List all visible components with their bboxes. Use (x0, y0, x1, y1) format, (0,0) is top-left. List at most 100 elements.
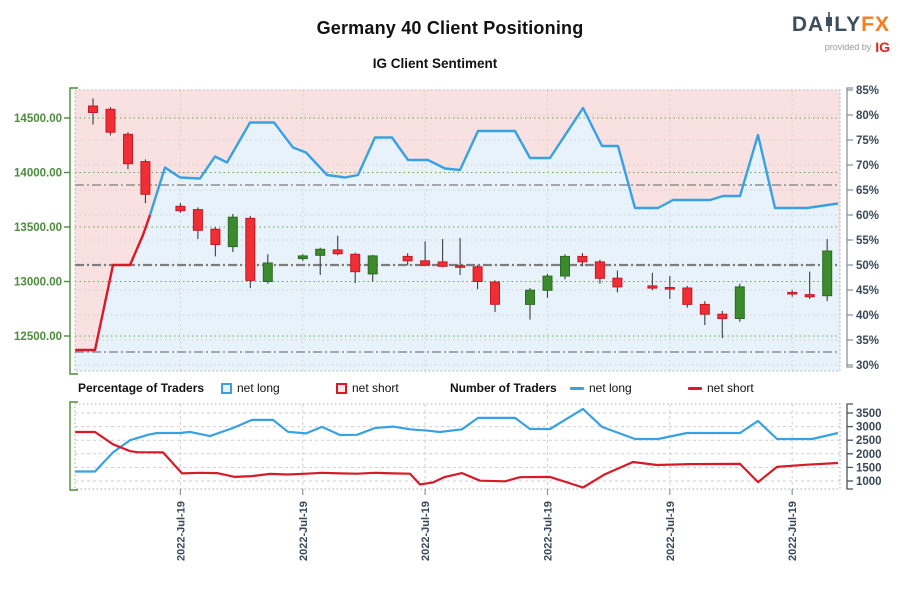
logo-text-fx: FX (861, 12, 890, 36)
candle-body (455, 265, 466, 268)
candle-body (437, 261, 448, 267)
page-title: Germany 40 Client Positioning (316, 18, 584, 38)
price-tick-label: 14000.00 (14, 168, 62, 180)
candle-body (577, 255, 588, 263)
legend-num-net-short: net short (688, 380, 754, 396)
percent-tick-label: 40% (856, 310, 879, 322)
price-tick-label: 12500.00 (14, 331, 62, 343)
percent-tick-label: 75% (856, 135, 879, 147)
price-candles (88, 98, 833, 339)
candle-body (822, 250, 833, 297)
sentiment-line-net-long (148, 106, 839, 216)
candle-body (88, 105, 98, 113)
candle-body (192, 209, 203, 231)
percent-tick-label: 55% (856, 235, 879, 247)
candle-body (647, 285, 658, 289)
candlestick-icon (825, 12, 833, 36)
provided-by-text: provided by (824, 41, 872, 52)
dailyfx-wordmark: DA LY FX (792, 12, 890, 36)
x-axis-label: 2022-Jul-19 (420, 501, 432, 561)
net-short-box-swatch (336, 382, 347, 394)
x-axis-label: 2022-Jul-19 (542, 501, 554, 561)
candle-body (175, 205, 186, 212)
candle-body (612, 277, 623, 288)
candle-body (560, 255, 570, 277)
candle-body (717, 313, 728, 320)
legend-num-header: Number of Traders (450, 381, 557, 395)
candle-body (402, 255, 413, 262)
percent-tick-label: 65% (856, 185, 879, 197)
percent-tick-label: 45% (856, 285, 879, 297)
candle-body (682, 287, 693, 305)
legend-label: net short (707, 381, 754, 395)
percent-axis-right: 85% 80% 75% 70% 65% 60% 55% 50% 45% 40% 35% 30% (846, 85, 879, 372)
percent-tick-label: 35% (856, 335, 879, 347)
candle-body (227, 216, 238, 248)
legend-label: net long (589, 381, 632, 395)
legend-num-net-long: net long (570, 380, 632, 396)
legend-pct-header: Percentage of Traders (78, 381, 205, 395)
logo-text-ly: LY (834, 12, 862, 36)
percent-tick-label: 60% (856, 210, 879, 222)
percent-tick-label: 50% (856, 260, 879, 272)
percent-tick-label: 30% (856, 360, 879, 372)
candle-body (315, 248, 326, 256)
candle-body (525, 289, 535, 305)
candle-body (350, 253, 361, 273)
candle-body (332, 249, 343, 255)
count-tick-label: 1500 (856, 462, 882, 474)
candle-body (594, 261, 605, 279)
x-axis-label: 2022-Jul-19 (665, 501, 677, 561)
candle-body (105, 108, 116, 133)
x-axis-label: 2022-Jul-19 (298, 501, 310, 561)
x-axis-label: 2022-Jul-19 (175, 501, 187, 561)
candle-body (140, 161, 151, 195)
count-tick-label: 3500 (856, 408, 882, 420)
sentiment-line-net-short (75, 214, 152, 352)
price-axis-left: 14500.00 14000.00 13500.00 13000.00 12500.00 (14, 87, 78, 375)
net-long-line-swatch (570, 386, 584, 390)
provided-by-line: provided by IG (792, 40, 890, 54)
count-tick-label: 1000 (856, 476, 882, 488)
x-axis: 2022-Jul-19 2022-Jul-19 2022-Jul-19 2022-Ju… (175, 489, 799, 561)
candle-body (297, 255, 308, 260)
candle-body (490, 281, 500, 305)
candle-body (262, 262, 273, 282)
candle-body (245, 217, 256, 281)
candle-body (787, 291, 798, 295)
candle-body (804, 294, 815, 298)
price-tick-label: 14500.00 (14, 113, 62, 125)
net-short-line-swatch (688, 386, 702, 390)
candle-body (210, 228, 221, 245)
dailyfx-logo: DA LY FX provided by IG (792, 12, 890, 54)
count-tick-label: 3000 (856, 422, 882, 434)
legend-label: net short (352, 381, 399, 395)
candle-body (123, 133, 133, 165)
traders-net-long-line (75, 407, 839, 473)
legend-pct-net-short: net short (336, 380, 399, 396)
count-axis-left-bracket (69, 401, 78, 491)
count-tick-label: 2000 (856, 449, 882, 461)
chart-subtitle: IG Client Sentiment (372, 56, 498, 71)
x-axis-label: 2022-Jul-19 (787, 501, 799, 561)
candle-body (664, 287, 675, 290)
logo-text-da: DA (791, 12, 825, 36)
net-long-box-swatch (221, 382, 232, 394)
candle-body (420, 260, 431, 266)
legend-label: net long (237, 381, 280, 395)
percent-tick-label: 85% (856, 85, 879, 97)
candle-body (734, 286, 745, 319)
candle-body (699, 303, 710, 315)
traders-net-short-line (75, 430, 839, 489)
main-plot-border (74, 89, 841, 372)
count-tick-label: 2500 (856, 435, 882, 447)
bottom-plot-border (74, 403, 841, 490)
legend-pct-net-long: net long (221, 380, 280, 396)
candle-body (367, 255, 378, 275)
candle-body (472, 266, 483, 282)
candle-body (542, 275, 553, 291)
percent-tick-label: 80% (856, 110, 879, 122)
